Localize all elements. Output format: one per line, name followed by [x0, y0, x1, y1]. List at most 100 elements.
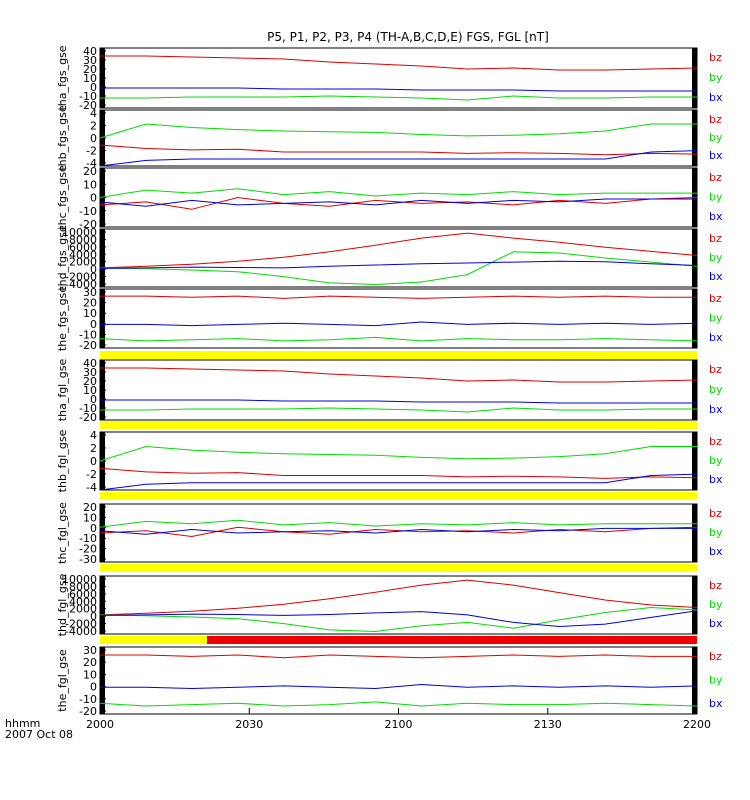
- y-tick-label: 4000: [69, 248, 97, 261]
- availability-bar: [100, 492, 697, 500]
- series-by-line: [99, 188, 697, 198]
- y-tick-label: -4000: [65, 278, 97, 291]
- series-bx-line: [99, 527, 697, 535]
- legend-bx: bx: [709, 697, 723, 710]
- series-bz-line: [99, 526, 698, 538]
- y-tick-label: 0: [90, 192, 97, 205]
- series-bx-line: [99, 150, 698, 167]
- availability-bar-red: [207, 636, 697, 644]
- legend-bz: bz: [709, 579, 722, 592]
- y-tick-label: 0: [90, 681, 97, 694]
- y-tick-label: 4000: [69, 595, 97, 608]
- panel-left-bar: [100, 576, 105, 634]
- panel-right-bar: [692, 110, 697, 166]
- legend-bz: bz: [709, 363, 722, 376]
- legend-by: by: [709, 251, 723, 264]
- series-bx-line: [100, 87, 697, 92]
- legend-bz: bz: [709, 507, 722, 520]
- y-tick-label: -10: [79, 90, 97, 103]
- y-tick-label: 8000: [69, 233, 97, 246]
- legend-bz: bz: [709, 650, 722, 663]
- legend-bz: bz: [709, 113, 722, 126]
- y-tick-label: 0: [90, 522, 97, 535]
- series-bx-line: [100, 321, 698, 327]
- legend-by: by: [709, 674, 723, 687]
- x-axis-label-hhmm: hhmm: [5, 717, 40, 730]
- legend-by: by: [709, 312, 723, 325]
- y-tick-label: -10: [79, 205, 97, 218]
- series-bx-line: [99, 473, 698, 491]
- y-tick-label: 0: [90, 81, 97, 94]
- series-by-line: [99, 251, 698, 286]
- legend-bx: bx: [709, 403, 723, 416]
- y-tick-label: -4000: [65, 625, 97, 638]
- legend-bx: bx: [709, 545, 723, 558]
- panel-right-bar: [692, 576, 697, 634]
- y-tick-label: 20: [83, 375, 97, 388]
- series-by-line: [99, 701, 698, 707]
- y-tick-label: 40: [83, 45, 97, 58]
- panel-right-bar: [692, 360, 697, 420]
- legend-bz: bz: [709, 51, 722, 64]
- y-tick-label: 0: [90, 610, 97, 623]
- x-tick-label: 2100: [385, 718, 413, 731]
- panel-left-bar: [100, 289, 105, 348]
- legend-by: by: [709, 526, 723, 539]
- y-tick-label: -20: [79, 705, 97, 718]
- legend-bx: bx: [709, 473, 723, 486]
- panel-frame: [99, 109, 698, 167]
- panel-ylabel: thb_fgl_gse: [56, 429, 69, 492]
- legend-bz: bz: [709, 292, 722, 305]
- legend-by: by: [709, 71, 723, 84]
- y-tick-label: 8000: [69, 580, 97, 593]
- series-by-line: [99, 519, 697, 528]
- y-tick-label: -4: [86, 157, 97, 170]
- y-tick-label: -10: [79, 402, 97, 415]
- availability-bar: [100, 564, 697, 572]
- x-axis-label-date: 2007 Oct 08: [5, 728, 73, 741]
- y-tick-label: 20: [83, 297, 97, 310]
- legend-bx: bx: [709, 149, 723, 162]
- y-tick-label: 10: [83, 72, 97, 85]
- legend-by: by: [709, 454, 723, 467]
- x-tick-label: 2130: [534, 718, 562, 731]
- y-tick-label: 6000: [69, 241, 97, 254]
- chart-title: P5, P1, P2, P3, P4 (TH-A,B,C,D,E) FGS, F…: [267, 30, 549, 44]
- y-tick-label: 20: [83, 656, 97, 669]
- legend-by: by: [709, 191, 723, 204]
- y-tick-label: 2: [90, 120, 97, 133]
- series-bz-line: [100, 55, 698, 71]
- y-tick-label: -30: [79, 553, 97, 566]
- x-tick-label: 2200: [683, 718, 711, 731]
- panel-ylabel: thb_fgs_gse: [56, 105, 69, 171]
- series-by-line: [100, 95, 697, 101]
- series-by-line: [99, 123, 697, 139]
- series-bx-line: [100, 399, 697, 404]
- y-tick-label: 30: [83, 366, 97, 379]
- legend-by: by: [709, 131, 723, 144]
- y-tick-label: 2000: [69, 256, 97, 269]
- panel-left-bar: [100, 229, 105, 287]
- y-tick-label: -20: [79, 339, 97, 352]
- y-tick-label: 4: [90, 429, 97, 442]
- panel-right-bar: [692, 647, 697, 714]
- y-tick-label: 2000: [69, 603, 97, 616]
- y-tick-label: 30: [83, 644, 97, 657]
- y-tick-label: 10: [83, 668, 97, 681]
- panel-ylabel: thc_fgl_gse: [56, 502, 69, 564]
- y-tick-label: -20: [79, 218, 97, 231]
- series-by-line: [99, 336, 698, 342]
- y-tick-label: -2000: [65, 271, 97, 284]
- series-bz-line: [99, 579, 698, 616]
- x-tick-label: 2030: [235, 718, 263, 731]
- y-tick-label: 10000: [62, 573, 97, 586]
- panel-ylabel: the_fgl_gse: [56, 649, 69, 712]
- series-bz-line: [100, 367, 698, 383]
- panel-ylabel: the_fgs_gse: [56, 286, 69, 351]
- y-tick-label: -10: [79, 693, 97, 706]
- y-tick-label: 40: [83, 357, 97, 370]
- y-tick-label: -20: [79, 411, 97, 424]
- y-tick-label: -2: [86, 145, 97, 158]
- series-bz-line: [99, 232, 698, 269]
